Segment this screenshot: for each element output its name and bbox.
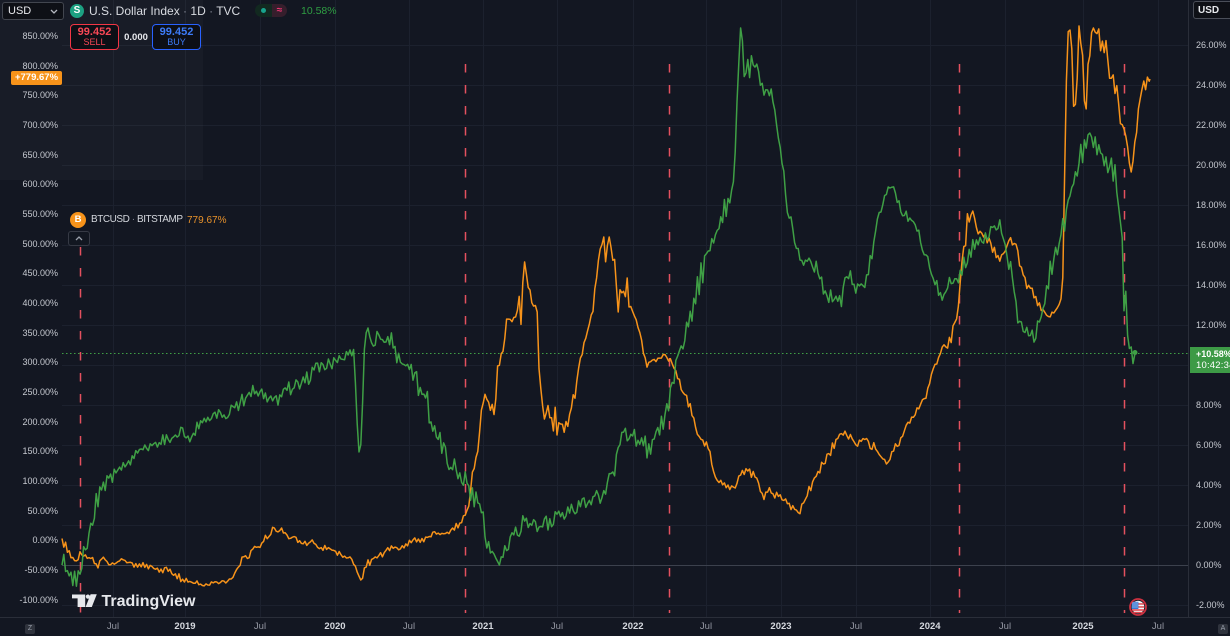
svg-text:TradingView: TradingView (102, 593, 197, 610)
